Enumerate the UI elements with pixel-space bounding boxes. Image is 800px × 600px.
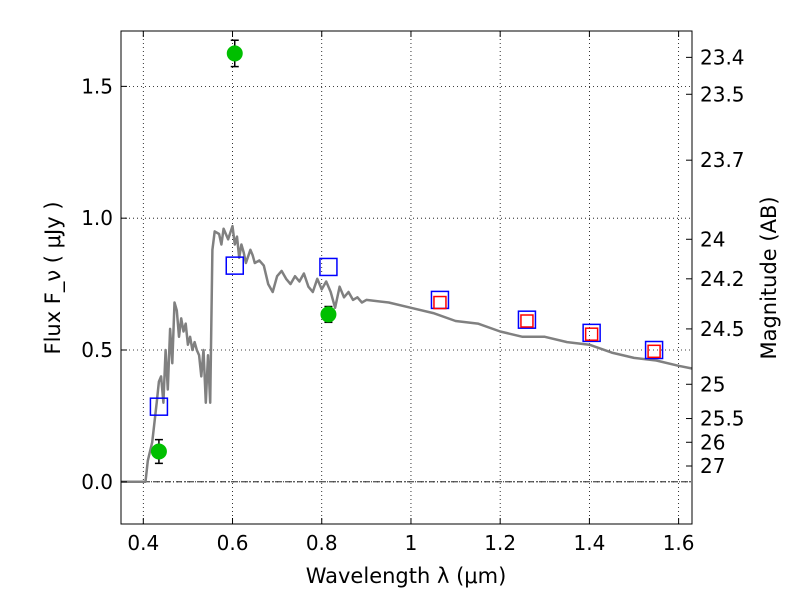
x-tick-label: 0.4: [127, 531, 159, 555]
ticks: 0.4 0.6 0.8 1 1.2 1.4 1.6 0.0 0.5 1.0 1.5 23.4 23.5 2…: [81, 31, 745, 555]
grid: [121, 31, 692, 524]
x-tick-label: 0.6: [217, 531, 249, 555]
model-point-blue: [582, 323, 601, 343]
mag-tick-label: 24.2: [700, 267, 745, 291]
plot-frame: [120, 30, 693, 525]
x-tick-label: 1: [405, 531, 418, 555]
mag-tick-label: 23.7: [700, 148, 745, 172]
mag-tick-label: 27: [700, 454, 725, 478]
y-tick-label: 0.5: [81, 338, 113, 362]
y-axis-label: Flux F_ν ( μJy ): [41, 201, 66, 354]
model-point-blue: [225, 256, 245, 275]
model-point-blue: [644, 340, 664, 360]
mag-tick-label: 23.5: [700, 82, 745, 106]
observed-point: [226, 45, 243, 62]
y-tick-label: 1.5: [81, 74, 113, 98]
x-tick-label: 1.4: [573, 531, 605, 555]
y-tick-label: 0.0: [81, 470, 113, 494]
mag-tick-label: 24: [700, 227, 725, 251]
model-point-red: [647, 344, 661, 359]
model-point-red: [520, 314, 534, 328]
mag-tick-label: 26: [700, 430, 725, 454]
observed-point: [150, 443, 167, 460]
mag-tick-label: 23.4: [700, 45, 745, 69]
x-tick-label: 1.6: [663, 531, 695, 555]
series-layer: [121, 39, 693, 484]
x-tick-label: 1.2: [484, 531, 516, 555]
model-point-blue: [319, 257, 338, 277]
observed-point: [320, 306, 337, 323]
x-axis-label: Wavelength λ (μm): [306, 564, 507, 588]
model-point-blue: [517, 310, 537, 329]
y-tick-label: 1.0: [81, 206, 113, 230]
model-point-red: [433, 295, 447, 310]
sed-model-line: [121, 224, 693, 484]
right-axis-label: Magnitude (AB): [757, 196, 781, 359]
mag-tick-label: 25.5: [700, 407, 745, 431]
mag-tick-label: 25: [700, 372, 725, 396]
mag-tick-label: 24.5: [700, 317, 745, 341]
x-tick-label: 0.8: [306, 531, 338, 555]
model-point-red: [584, 327, 599, 341]
model-point-blue: [149, 397, 169, 416]
